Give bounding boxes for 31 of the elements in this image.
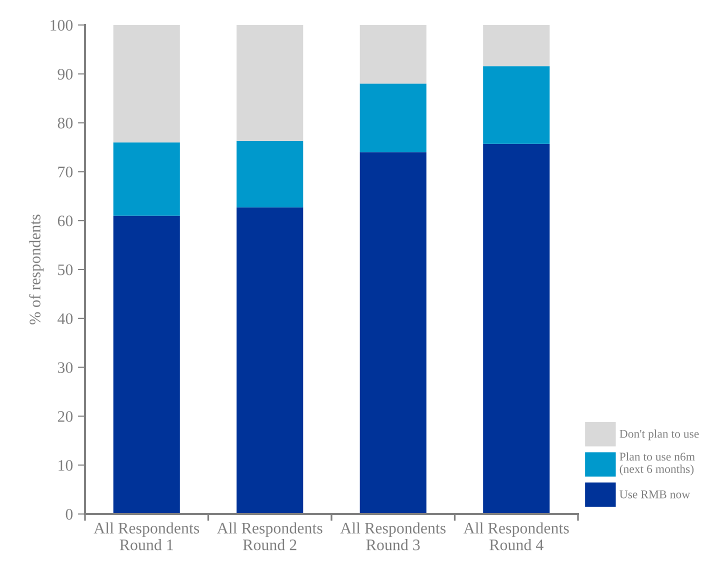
bar — [360, 152, 426, 514]
legend-label: Plan to use n6m (next 6 months) — [620, 452, 695, 476]
x-tick-label: All Respondents Round 1 — [94, 522, 200, 550]
bar — [483, 25, 550, 66]
y-tick-label: 90 — [58, 68, 73, 80]
legend-label: Use RMB now — [620, 490, 690, 498]
bar — [360, 84, 426, 152]
bar — [236, 207, 304, 514]
bar — [113, 216, 180, 514]
bar — [113, 142, 180, 216]
bar — [483, 66, 550, 144]
y-tick-label: 60 — [58, 216, 73, 226]
y-tick-label: 50 — [58, 264, 73, 276]
bar — [360, 25, 426, 84]
y-tick-label: 80 — [58, 118, 73, 128]
legend-label: Don't plan to use — [620, 429, 699, 440]
y-tick-label: 100 — [50, 20, 73, 31]
y-tick-label: 20 — [58, 411, 73, 422]
x-tick-label: All Respondents Round 4 — [464, 522, 569, 550]
x-tick-label: All Respondents Round 3 — [340, 522, 446, 550]
bar — [236, 140, 304, 208]
y-tick-label: 70 — [58, 166, 73, 178]
y-tick-label: 40 — [58, 313, 73, 324]
y-tick-label: 0 — [66, 508, 73, 520]
bar — [483, 144, 550, 514]
y-axis-title: % of respondents — [29, 214, 44, 324]
bar — [236, 25, 304, 141]
bar — [113, 25, 180, 142]
y-tick-label: 30 — [58, 362, 73, 373]
y-tick-label: 10 — [58, 460, 73, 471]
x-tick-label: All Respondents Round 2 — [217, 522, 322, 550]
